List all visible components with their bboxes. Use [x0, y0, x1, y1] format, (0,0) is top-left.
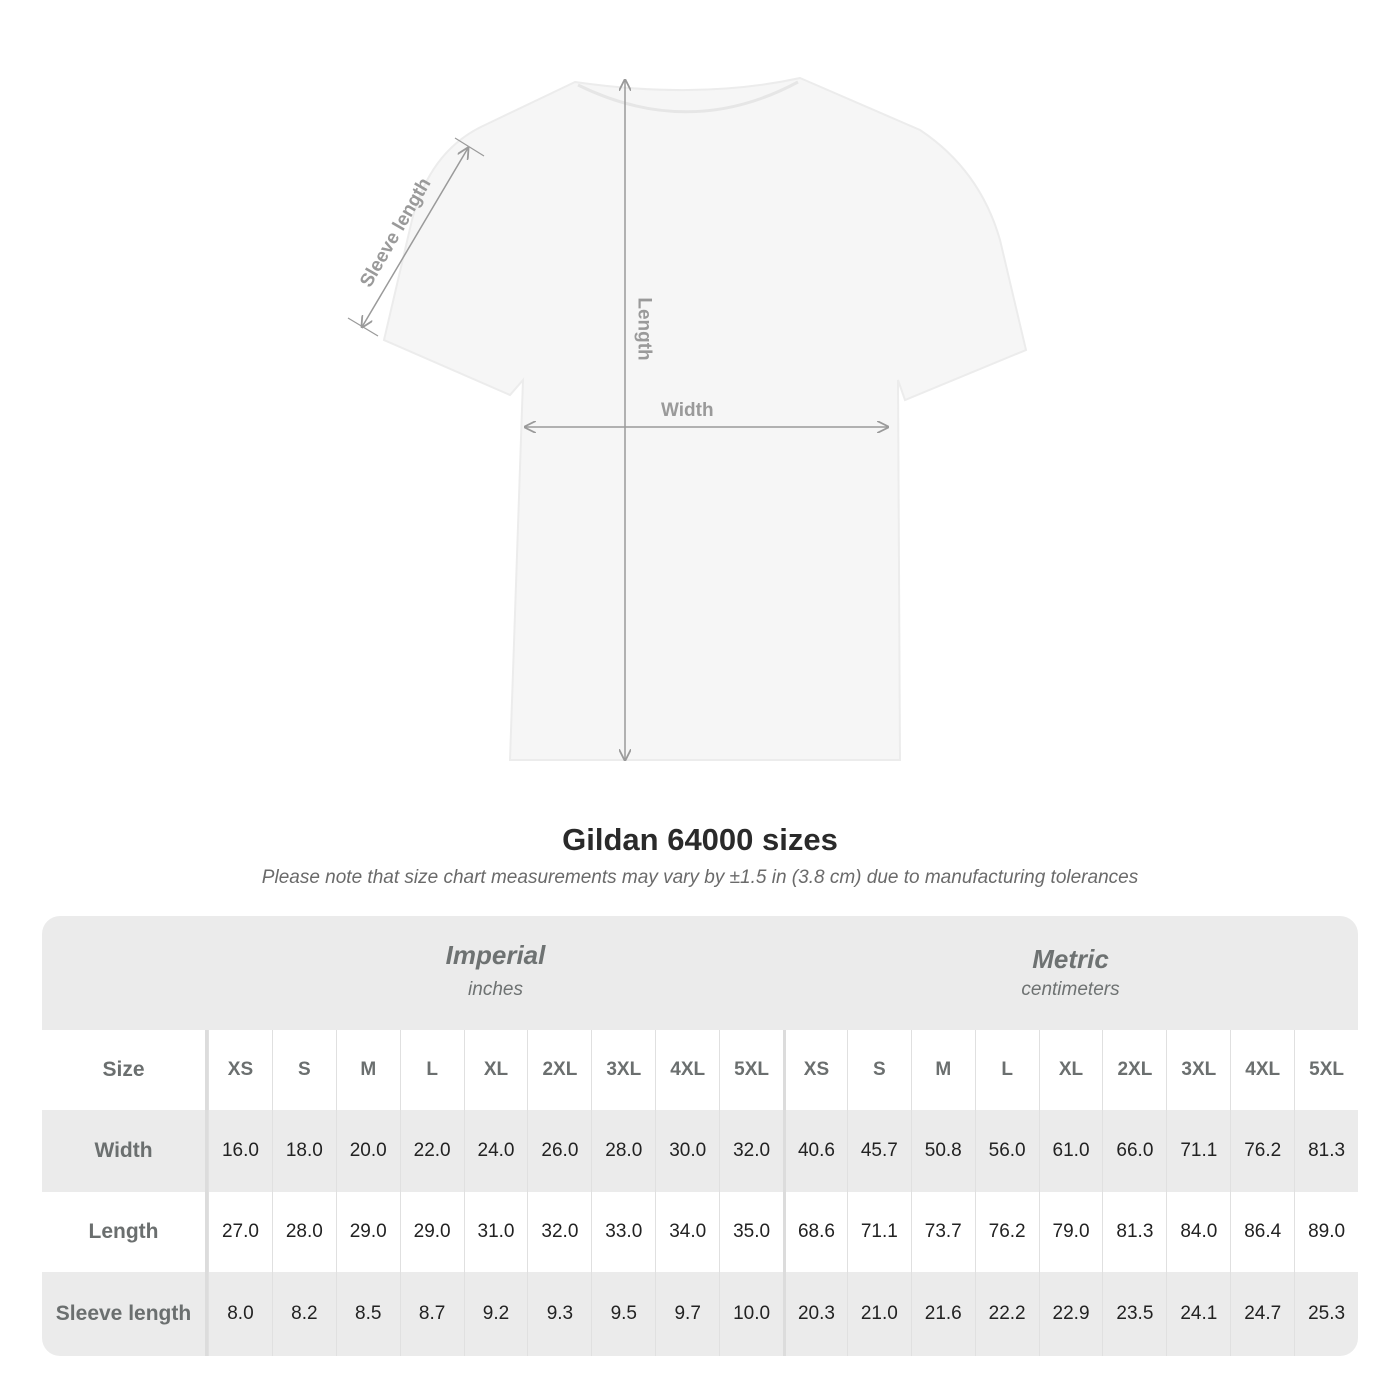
table-cell: 8.0	[208, 1272, 272, 1356]
table-cell: 24.7	[1230, 1272, 1294, 1356]
table-cell: 20.3	[783, 1272, 847, 1356]
table-cell: 21.6	[910, 1272, 975, 1356]
table-cell: 8.5	[335, 1272, 400, 1356]
chart-title: Gildan 64000 sizes	[562, 822, 838, 857]
table-cell: 10.0	[719, 1272, 783, 1356]
size-table: Imperial inches Metric centimeters Size X…	[42, 916, 1358, 1356]
table-cell: 9.7	[655, 1272, 719, 1356]
table-cell: 71.1	[1166, 1110, 1230, 1192]
table-cell: 81.3	[1294, 1110, 1358, 1192]
table-cell: 9.5	[591, 1272, 655, 1356]
table-cell: 56.0	[974, 1110, 1039, 1192]
table-cell: 33.0	[591, 1192, 655, 1272]
metric-size-header: 3XL	[1166, 1030, 1230, 1110]
metric-size-header: 4XL	[1230, 1030, 1294, 1110]
metric-header: Metric centimeters	[783, 944, 1358, 1001]
metric-size-header: XL	[1038, 1030, 1103, 1110]
tolerance-note: Please note that size chart measurements…	[261, 867, 1139, 888]
table-row: Width 16.0 18.0 20.0 22.0 24.0 26.0 28.0 30.0 32.…	[42, 1110, 1358, 1192]
table-cell: 9.3	[527, 1272, 591, 1356]
imperial-size-header: 2XL	[527, 1030, 591, 1110]
table-row: Length 27.0 28.0 29.0 29.0 31.0 32.0 33.0 34.0 35…	[42, 1192, 1358, 1272]
imperial-size-header: 4XL	[655, 1030, 719, 1110]
metric-size-header: L	[974, 1030, 1039, 1110]
table-cell: 86.4	[1230, 1192, 1294, 1272]
table-cell: 18.0	[271, 1110, 336, 1192]
table-cell: 9.2	[463, 1272, 528, 1356]
table-cell: 23.5	[1102, 1272, 1166, 1356]
imperial-size-header: XS	[208, 1030, 272, 1110]
table-cell: 21.0	[846, 1272, 911, 1356]
table-cell: 61.0	[1038, 1110, 1103, 1192]
table-cell: 35.0	[719, 1192, 783, 1272]
table-cell: 34.0	[655, 1192, 719, 1272]
imperial-size-header: L	[399, 1030, 464, 1110]
metric-unit: centimeters	[1021, 979, 1120, 1000]
metric-size-header: M	[910, 1030, 975, 1110]
table-cell: 68.6	[783, 1192, 847, 1272]
table-cell: 28.0	[591, 1110, 655, 1192]
table-cell: 26.0	[527, 1110, 591, 1192]
row-label: Sleeve length	[42, 1272, 208, 1356]
row-label: Length	[42, 1192, 208, 1272]
table-cell: 40.6	[783, 1110, 847, 1192]
imperial-size-header: 5XL	[719, 1030, 783, 1110]
tshirt-diagram	[347, 76, 1028, 800]
table-cell: 45.7	[846, 1110, 911, 1192]
table-cell: 8.7	[399, 1272, 464, 1356]
sleeve-measure-line	[362, 148, 468, 327]
table-cell: 20.0	[335, 1110, 400, 1192]
size-header-row: Size XS S M L XL 2XL 3XL 4XL 5XL XS S M L XL 2XL 3XL 4XL 5…	[42, 1030, 1358, 1110]
imperial-size-header: M	[335, 1030, 400, 1110]
metric-size-header: 5XL	[1294, 1030, 1358, 1110]
table-cell: 32.0	[719, 1110, 783, 1192]
metric-title: Metric	[1032, 944, 1109, 974]
table-cell: 25.3	[1294, 1272, 1358, 1356]
imperial-size-header: XL	[463, 1030, 528, 1110]
table-cell: 28.0	[271, 1192, 336, 1272]
table-cell: 50.8	[910, 1110, 975, 1192]
table-cell: 89.0	[1294, 1192, 1358, 1272]
length-label: Length	[633, 297, 655, 361]
metric-size-header: S	[846, 1030, 911, 1110]
width-label: Width	[661, 400, 714, 421]
table-cell: 27.0	[208, 1192, 272, 1272]
metric-size-header: 2XL	[1102, 1030, 1166, 1110]
table-cell: 73.7	[910, 1192, 975, 1272]
table-cell: 84.0	[1166, 1192, 1230, 1272]
table-cell: 32.0	[527, 1192, 591, 1272]
table-cell: 8.2	[271, 1272, 336, 1356]
table-cell: 76.2	[974, 1192, 1039, 1272]
row-label: Width	[42, 1110, 208, 1192]
table-cell: 16.0	[208, 1110, 272, 1192]
table-cell: 24.1	[1166, 1272, 1230, 1356]
table-cell: 66.0	[1102, 1110, 1166, 1192]
imperial-size-header: 3XL	[591, 1030, 655, 1110]
table-cell: 76.2	[1230, 1110, 1294, 1192]
metric-size-header: XS	[783, 1030, 847, 1110]
table-cell: 29.0	[399, 1192, 464, 1272]
table-cell: 30.0	[655, 1110, 719, 1192]
table-cell: 22.9	[1038, 1272, 1103, 1356]
imperial-size-header: S	[271, 1030, 336, 1110]
table-row: Sleeve length 8.0 8.2 8.5 8.7 9.2 9.3 9.5 9.7 10.…	[42, 1272, 1358, 1356]
table-cell: 31.0	[463, 1192, 528, 1272]
table-cell: 29.0	[335, 1192, 400, 1272]
imperial-header: Imperial inches	[208, 940, 783, 1001]
table-cell: 79.0	[1038, 1192, 1103, 1272]
table-cell: 81.3	[1102, 1192, 1166, 1272]
table-cell: 22.2	[974, 1272, 1039, 1356]
table-cell: 22.0	[399, 1110, 464, 1192]
row-label: Size	[42, 1030, 208, 1110]
table-header-band: Imperial inches Metric centimeters	[42, 916, 1358, 1030]
table-cell: 24.0	[463, 1110, 528, 1192]
imperial-unit: inches	[468, 979, 523, 1000]
imperial-title: Imperial	[445, 940, 546, 970]
table-cell: 71.1	[846, 1192, 911, 1272]
